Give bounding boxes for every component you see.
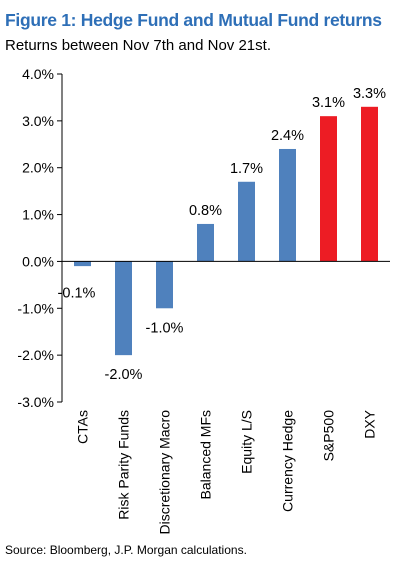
bar-chart: 4.0% 3.0% 2.0% 1.0% 0.0% -1.0% -2.0% -3.0% -0.1… — [17, 66, 390, 534]
bar-balanced-mfs — [197, 223, 214, 262]
y-tick-label: -3.0% — [17, 394, 54, 410]
data-label: -1.0% — [146, 320, 184, 336]
x-tick-label: Equity L/S — [239, 410, 255, 474]
data-label: 3.3% — [353, 86, 386, 102]
x-tick-label: DXY — [362, 409, 378, 438]
x-tick-label: Currency Hedge — [280, 410, 296, 512]
bar-equity-l-s — [238, 181, 255, 262]
bar-s-p500 — [320, 116, 337, 262]
y-axis: 4.0% 3.0% 2.0% 1.0% 0.0% -1.0% -2.0% -3.0% — [17, 66, 63, 410]
bar-risk-parity-funds — [115, 261, 132, 356]
chart-title: Figure 1: Hedge Fund and Mutual Fund ret… — [5, 10, 382, 30]
data-label: -0.1% — [58, 285, 96, 301]
data-label: 1.7% — [230, 161, 263, 177]
data-label: 2.4% — [271, 128, 304, 144]
y-tick-label: -1.0% — [17, 300, 54, 316]
y-tick-label: 3.0% — [22, 113, 54, 129]
bar-currency-hedge — [279, 148, 296, 262]
y-tick-label: -2.0% — [17, 347, 54, 363]
x-tick-label: S&P500 — [321, 410, 337, 462]
y-tick-label: 1.0% — [22, 207, 54, 223]
bars — [74, 106, 378, 356]
data-label: 3.1% — [312, 95, 345, 111]
data-labels: -0.1% -2.0% -1.0% 0.8% 1.7% 2.4% 3.1% 3.3% — [58, 86, 387, 383]
y-tick-label: 0.0% — [22, 253, 54, 269]
data-label: 0.8% — [189, 203, 222, 219]
bar-ctas — [74, 261, 91, 267]
y-tick-label: 4.0% — [22, 66, 54, 82]
x-axis-labels: CTAs Risk Parity Funds Discretionary Macro… — [75, 409, 378, 534]
chart-subtitle: Returns between Nov 7th and Nov 21st. — [5, 37, 271, 54]
x-tick-label: Risk Parity Funds — [116, 410, 132, 520]
source-note: Source: Bloomberg, J.P. Morgan calculati… — [5, 543, 247, 557]
x-tick-label: Discretionary Macro — [157, 410, 173, 535]
x-tick-label: Balanced MFs — [198, 410, 214, 499]
y-tick-label: 2.0% — [22, 160, 54, 176]
data-label: -2.0% — [105, 367, 143, 383]
x-tick-label: CTAs — [75, 410, 91, 444]
bar-discretionary-macro — [156, 261, 173, 309]
bar-dxy — [361, 106, 378, 262]
